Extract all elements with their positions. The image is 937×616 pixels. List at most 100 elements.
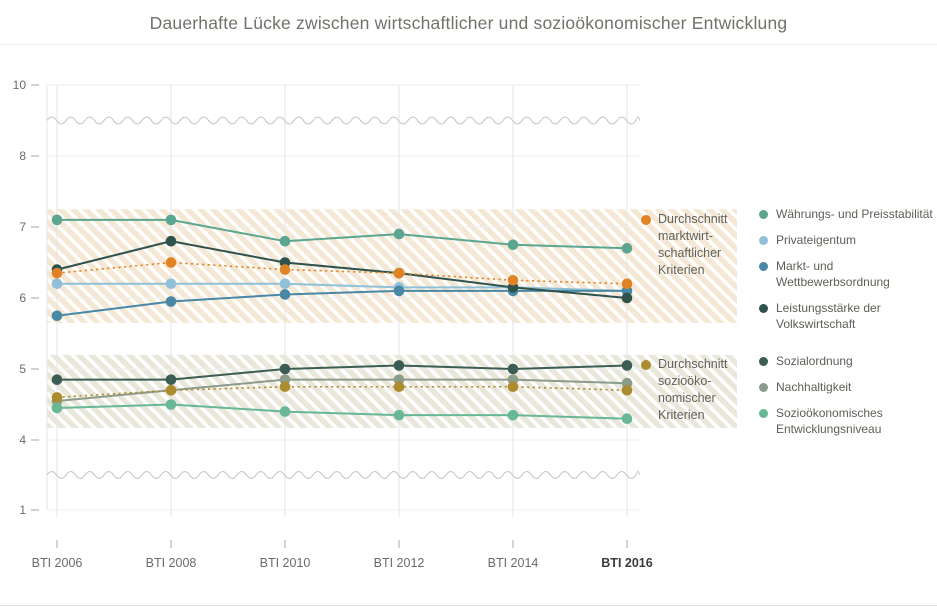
bottom-divider bbox=[0, 605, 937, 606]
data-point bbox=[621, 243, 633, 254]
data-point bbox=[507, 381, 519, 393]
y-axis-label: 1 bbox=[19, 503, 26, 517]
data-point bbox=[507, 274, 519, 286]
legend-line: nomischer bbox=[658, 391, 716, 405]
series-line bbox=[57, 282, 628, 292]
data-point bbox=[51, 278, 63, 290]
series-line bbox=[57, 218, 628, 250]
data-point bbox=[621, 292, 633, 304]
data-point bbox=[393, 228, 405, 240]
data-point bbox=[165, 257, 177, 268]
data-point bbox=[165, 278, 177, 290]
blue-dot-icon bbox=[759, 262, 768, 271]
lightblue-dot-icon bbox=[759, 236, 768, 245]
data-point bbox=[279, 363, 291, 375]
legend-line: Kriterien bbox=[658, 408, 705, 422]
legend-line: Durchschnitt bbox=[658, 212, 728, 226]
data-point bbox=[507, 363, 519, 375]
series-line bbox=[56, 240, 628, 299]
green-dot-icon bbox=[759, 409, 768, 418]
data-point bbox=[51, 374, 63, 385]
data-point bbox=[621, 385, 633, 396]
legend-durchschnitt-sozio: Durchschnitt sozioöko- nomischer Kriteri… bbox=[641, 356, 746, 424]
darkgreen-dot-icon bbox=[759, 304, 768, 313]
title-divider bbox=[0, 44, 937, 45]
legend-line: schaftlicher bbox=[658, 246, 722, 260]
x-axis-label: BTI 2014 bbox=[488, 556, 539, 570]
gray-dot-icon bbox=[759, 383, 768, 392]
darkteal-dot-icon bbox=[759, 357, 768, 366]
legend-markt-group: Währungs- und Preisstabilität Privateige… bbox=[759, 206, 937, 342]
y-axis-label: 10 bbox=[13, 78, 27, 92]
data-point bbox=[621, 278, 633, 290]
legend-label: Sozialordnung bbox=[776, 354, 853, 368]
data-point bbox=[279, 264, 291, 275]
data-point bbox=[51, 310, 63, 322]
legend-label: Leistungsstärke der Volkswirtschaft bbox=[776, 301, 881, 331]
series-line bbox=[56, 261, 628, 285]
data-point bbox=[621, 413, 633, 425]
data-point bbox=[279, 381, 291, 393]
data-point bbox=[507, 239, 519, 251]
data-point bbox=[621, 360, 633, 371]
data-point bbox=[279, 289, 291, 300]
data-point bbox=[165, 385, 177, 396]
gold-dot-icon bbox=[641, 360, 651, 370]
legend-item-leistungsstaerke: Leistungsstärke der Volkswirtschaft bbox=[759, 300, 937, 332]
legend-label: Währungs- und Preisstabilität bbox=[776, 207, 933, 221]
data-point bbox=[51, 267, 63, 279]
legend-item-privateigentum: Privateigentum bbox=[759, 232, 937, 248]
data-point bbox=[279, 278, 291, 290]
legend-label: Sozioökonomisches Entwicklungsniveau bbox=[776, 406, 883, 436]
series-line bbox=[56, 378, 628, 402]
data-point bbox=[165, 214, 177, 226]
legend-line: sozioöko- bbox=[658, 374, 712, 388]
legend-line: marktwirt- bbox=[658, 229, 713, 243]
data-point bbox=[51, 402, 63, 414]
data-point bbox=[165, 296, 177, 307]
y-axis-label: 6 bbox=[19, 291, 26, 305]
x-axis-label: BTI 2016 bbox=[601, 556, 652, 570]
y-axis-label: 8 bbox=[19, 149, 26, 163]
legend-line: Durchschnitt bbox=[658, 357, 728, 371]
data-point bbox=[393, 409, 405, 421]
legend-item-markt-wettbewerb: Markt- und Wettbewerbsordnung bbox=[759, 258, 937, 290]
data-point bbox=[165, 374, 177, 385]
legend-item-waehrungs: Währungs- und Preisstabilität bbox=[759, 206, 937, 222]
data-point bbox=[51, 392, 63, 403]
x-axis-label: BTI 2008 bbox=[146, 556, 197, 570]
x-axis-label: BTI 2012 bbox=[374, 556, 425, 570]
data-point bbox=[51, 214, 63, 226]
series-line bbox=[56, 403, 628, 420]
legend-item-entwicklungsniveau: Sozioökonomisches Entwicklungsniveau bbox=[759, 405, 937, 437]
chart-title: Dauerhafte Lücke zwischen wirtschaftlich… bbox=[149, 13, 788, 33]
legend-sozio-group: Sozialordnung Nachhaltigkeit Sozioökonom… bbox=[759, 353, 937, 447]
data-point bbox=[393, 360, 405, 371]
x-axis-label: BTI 2006 bbox=[32, 556, 83, 570]
data-point bbox=[279, 235, 291, 247]
series-line bbox=[56, 289, 627, 317]
axis-break-wave bbox=[46, 471, 641, 479]
data-point bbox=[393, 285, 405, 297]
legend-item-nachhaltigkeit: Nachhaltigkeit bbox=[759, 379, 937, 395]
data-point bbox=[393, 381, 405, 393]
legend-label: Privateigentum bbox=[776, 233, 857, 247]
legend-durchschnitt-markt: Durchschnitt marktwirt- schaftlicher Kri… bbox=[641, 211, 746, 279]
y-axis-label: 5 bbox=[19, 362, 26, 376]
legend-item-sozialordnung: Sozialordnung bbox=[759, 353, 937, 369]
teal-dot-icon bbox=[759, 210, 768, 219]
x-axis-label: BTI 2010 bbox=[260, 556, 311, 570]
legend-line: Kriterien bbox=[658, 263, 705, 277]
y-axis-label: 4 bbox=[19, 433, 26, 447]
data-point bbox=[165, 399, 177, 410]
legend-label: Markt- und Wettbewerbsordnung bbox=[776, 259, 890, 289]
series-line bbox=[57, 364, 628, 381]
orange-dot-icon bbox=[641, 215, 651, 225]
data-point bbox=[279, 406, 291, 417]
legend-label: Nachhaltigkeit bbox=[776, 380, 852, 394]
y-axis-label: 7 bbox=[19, 220, 26, 234]
data-point bbox=[393, 267, 405, 279]
axis-break-wave bbox=[46, 116, 641, 125]
criteria-band bbox=[47, 209, 737, 323]
